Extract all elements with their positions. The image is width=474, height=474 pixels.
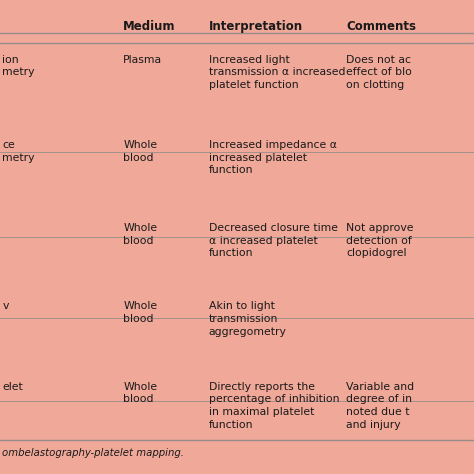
Text: elet: elet xyxy=(2,382,23,392)
Text: Directly reports the
percentage of inhibition
in maximal platelet
function: Directly reports the percentage of inhib… xyxy=(209,382,339,430)
Text: Plasma: Plasma xyxy=(123,55,163,64)
Text: Whole
blood: Whole blood xyxy=(123,301,157,324)
Text: ombelastography-platelet mapping.: ombelastography-platelet mapping. xyxy=(2,448,184,458)
Text: Medium: Medium xyxy=(123,19,176,33)
Text: ion
metry: ion metry xyxy=(2,55,35,77)
Text: Comments: Comments xyxy=(346,19,416,33)
Text: Interpretation: Interpretation xyxy=(209,19,303,33)
Text: Decreased closure time
α increased platelet
function: Decreased closure time α increased plate… xyxy=(209,223,337,258)
Text: Akin to light
transmission
aggregometry: Akin to light transmission aggregometry xyxy=(209,301,286,337)
Text: Increased impedance α
increased platelet
function: Increased impedance α increased platelet… xyxy=(209,140,337,175)
Text: Whole
blood: Whole blood xyxy=(123,382,157,404)
Text: Does not ac
effect of blo
on clotting: Does not ac effect of blo on clotting xyxy=(346,55,412,90)
Text: ce
metry: ce metry xyxy=(2,140,35,163)
Text: Variable and
degree of in
noted due t
and injury: Variable and degree of in noted due t an… xyxy=(346,382,414,430)
Text: Whole
blood: Whole blood xyxy=(123,223,157,246)
Text: v: v xyxy=(2,301,9,311)
Text: Not approve
detection of
clopidogrel: Not approve detection of clopidogrel xyxy=(346,223,413,258)
Text: Whole
blood: Whole blood xyxy=(123,140,157,163)
Text: Increased light
transmission α increased
platelet function: Increased light transmission α increased… xyxy=(209,55,345,90)
